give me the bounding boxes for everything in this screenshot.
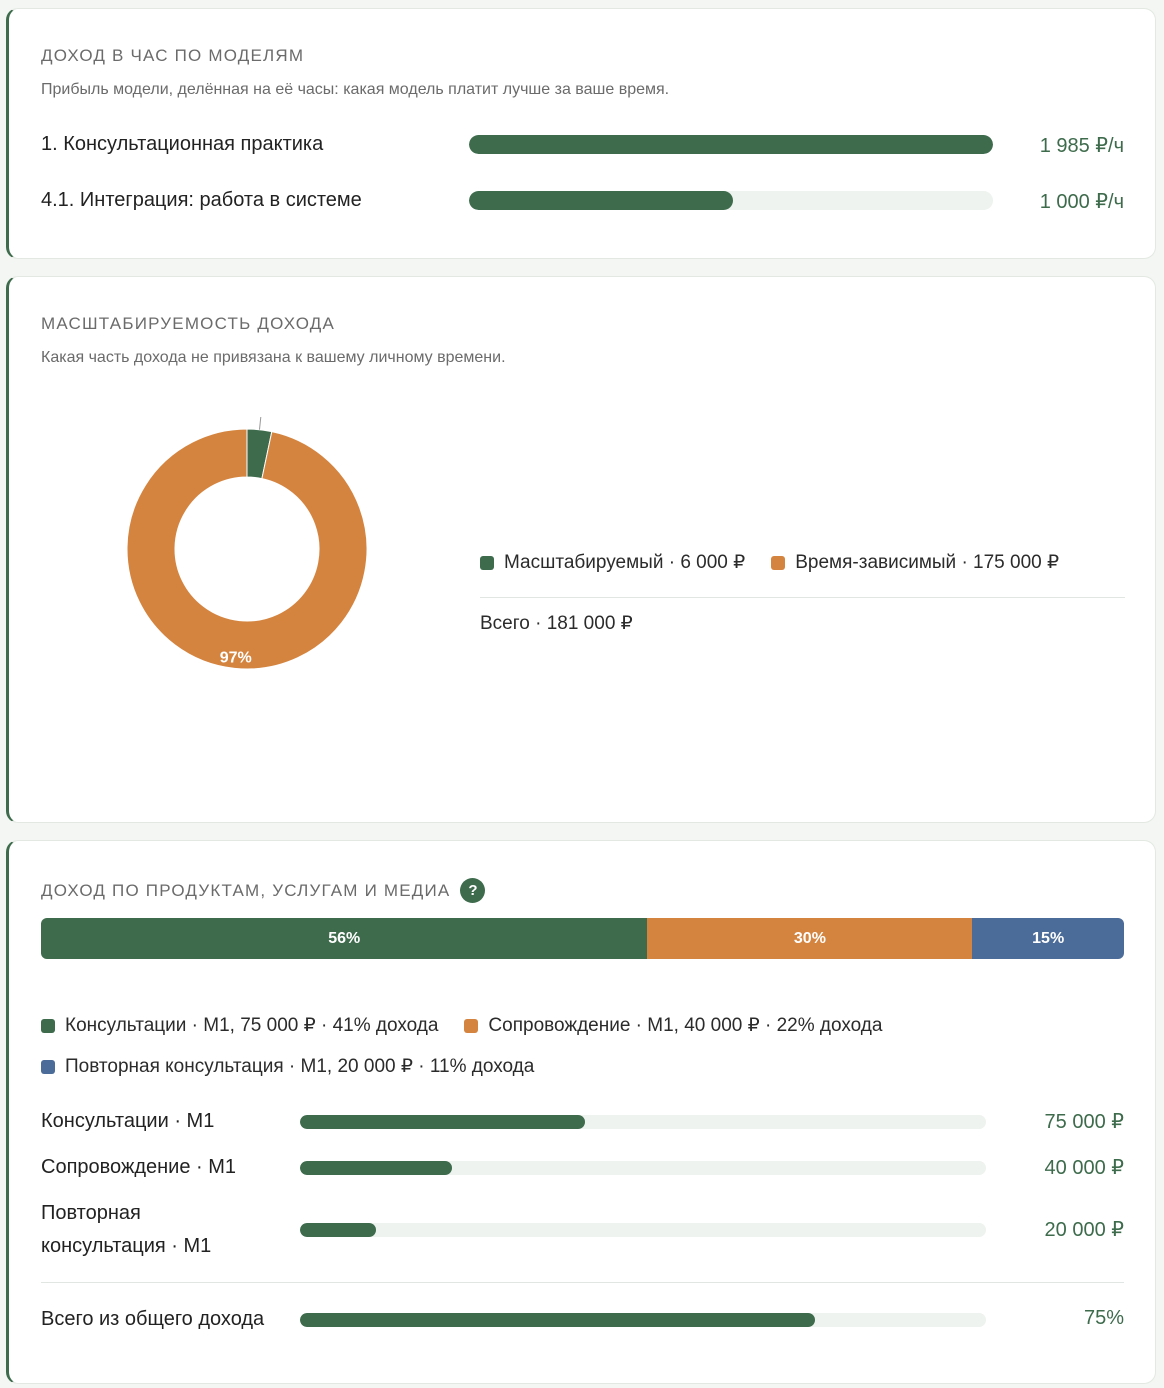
product-bar-track — [300, 1115, 986, 1129]
legend-swatch — [771, 555, 786, 570]
stacked-segment: 30% — [647, 918, 973, 959]
product-row-value: 75 000 ₽ — [1044, 1111, 1124, 1133]
legend-item-consultations: Консультации · M1, 75 000 ₽ · 41% дохода — [41, 1014, 438, 1037]
stacked-segment: 56% — [41, 918, 648, 959]
hourly-bar-fill — [469, 191, 734, 210]
product-bar-fill — [300, 1223, 377, 1237]
legend-swatch — [480, 555, 494, 570]
stacked-segment: 15% — [972, 918, 1124, 959]
legend-item-scalable: Масштабируемый · 6 000 ₽ — [480, 551, 745, 574]
legend-swatch — [41, 1059, 55, 1074]
product-row-label: Сопровождение · M1 — [41, 1156, 237, 1178]
legend-label: Сопровождение · M1, 40 000 ₽ · 22% доход… — [488, 1015, 883, 1036]
scalability-legend: Масштабируемый · 6 000 ₽ Время-зависимый… — [480, 551, 1085, 574]
hourly-row-label: 4.1. Интеграция: работа в системе — [41, 189, 362, 211]
scalability-card: Масштабируемость дохода Какая часть дохо… — [6, 276, 1156, 823]
hourly-income-title: Доход в час по моделям — [41, 46, 305, 65]
legend-label: Масштабируемый · 6 000 ₽ — [504, 552, 746, 573]
products-total-row: Всего из общего дохода 75% — [41, 1303, 1124, 1337]
scalability-donut-chart: 3%97% — [126, 417, 368, 670]
hourly-bar-track — [469, 191, 993, 210]
hourly-bar-fill — [469, 135, 993, 154]
product-row: Сопровождение · M1 40 000 ₽ — [41, 1151, 1124, 1185]
product-bar-fill — [300, 1161, 453, 1175]
product-row: Консультации · M1 75 000 ₽ — [41, 1105, 1124, 1139]
legend-label: Консультации · M1, 75 000 ₽ · 41% дохода — [65, 1015, 439, 1036]
products-legend: Консультации · M1, 75 000 ₽ · 41% дохода… — [41, 1014, 908, 1037]
scalability-subtitle: Какая часть дохода не привязана к вашему… — [41, 349, 506, 366]
product-bar-fill — [300, 1115, 585, 1129]
legend-label: Время-зависимый · 175 000 ₽ — [795, 552, 1060, 573]
hourly-row: 4.1. Интеграция: работа в системе 1 000 … — [41, 185, 1124, 215]
product-row-label: Консультации · M1 — [41, 1110, 215, 1132]
hourly-row-value: 1 985 ₽/ч — [1039, 135, 1124, 157]
help-icon[interactable]: ? — [460, 878, 486, 903]
product-row-value: 20 000 ₽ — [1044, 1219, 1124, 1241]
product-row: Повторная консультация · M1 20 000 ₽ — [41, 1197, 1124, 1263]
products-title-row: Доход по продуктам, услугам и медиа ? — [41, 878, 486, 903]
legend-item-repeat-consultation: Повторная консультация · M1, 20 000 ₽ · … — [41, 1055, 534, 1078]
hourly-income-subtitle: Прибыль модели, делённая на её часы: как… — [41, 81, 670, 98]
hourly-row-label: 1. Консультационная практика — [41, 133, 324, 155]
products-income-card: Доход по продуктам, услугам и медиа ? 56… — [6, 840, 1156, 1384]
hourly-income-card: Доход в час по моделям Прибыль модели, д… — [6, 8, 1156, 259]
legend-label: Повторная консультация · M1, 20 000 ₽ · … — [65, 1056, 535, 1077]
product-bar-track — [300, 1313, 986, 1327]
scalability-title: Масштабируемость дохода — [41, 314, 336, 333]
legend-swatch — [464, 1018, 479, 1033]
donut-leader-line — [258, 417, 262, 430]
product-bar-fill — [300, 1313, 815, 1327]
product-bar-track — [300, 1223, 986, 1237]
products-total-value: 75% — [1083, 1307, 1124, 1329]
scalability-total: Всего · 181 000 ₽ — [480, 613, 633, 634]
legend-item-support: Сопровождение · M1, 40 000 ₽ · 22% доход… — [464, 1014, 882, 1037]
legend-item-time-dependent: Время-зависимый · 175 000 ₽ — [771, 551, 1059, 574]
product-row-value: 40 000 ₽ — [1044, 1157, 1124, 1179]
products-legend: Повторная консультация · M1, 20 000 ₽ · … — [41, 1055, 560, 1078]
donut-slice-label: 97% — [220, 649, 252, 666]
hourly-row-value: 1 000 ₽/ч — [1039, 191, 1124, 213]
donut-slice — [126, 428, 368, 670]
products-stacked-bar: 56% 30% 15% — [41, 918, 1124, 959]
divider — [480, 597, 1125, 598]
product-bar-track — [300, 1161, 986, 1175]
divider — [41, 1282, 1124, 1283]
product-row-label: Повторная консультация · M1 — [41, 1202, 212, 1257]
legend-swatch — [41, 1018, 55, 1033]
hourly-row: 1. Консультационная практика 1 985 ₽/ч — [41, 129, 1124, 159]
hourly-bar-track — [469, 135, 993, 154]
products-total-label: Всего из общего дохода — [41, 1308, 265, 1330]
products-title: Доход по продуктам, услугам и медиа — [41, 880, 451, 900]
